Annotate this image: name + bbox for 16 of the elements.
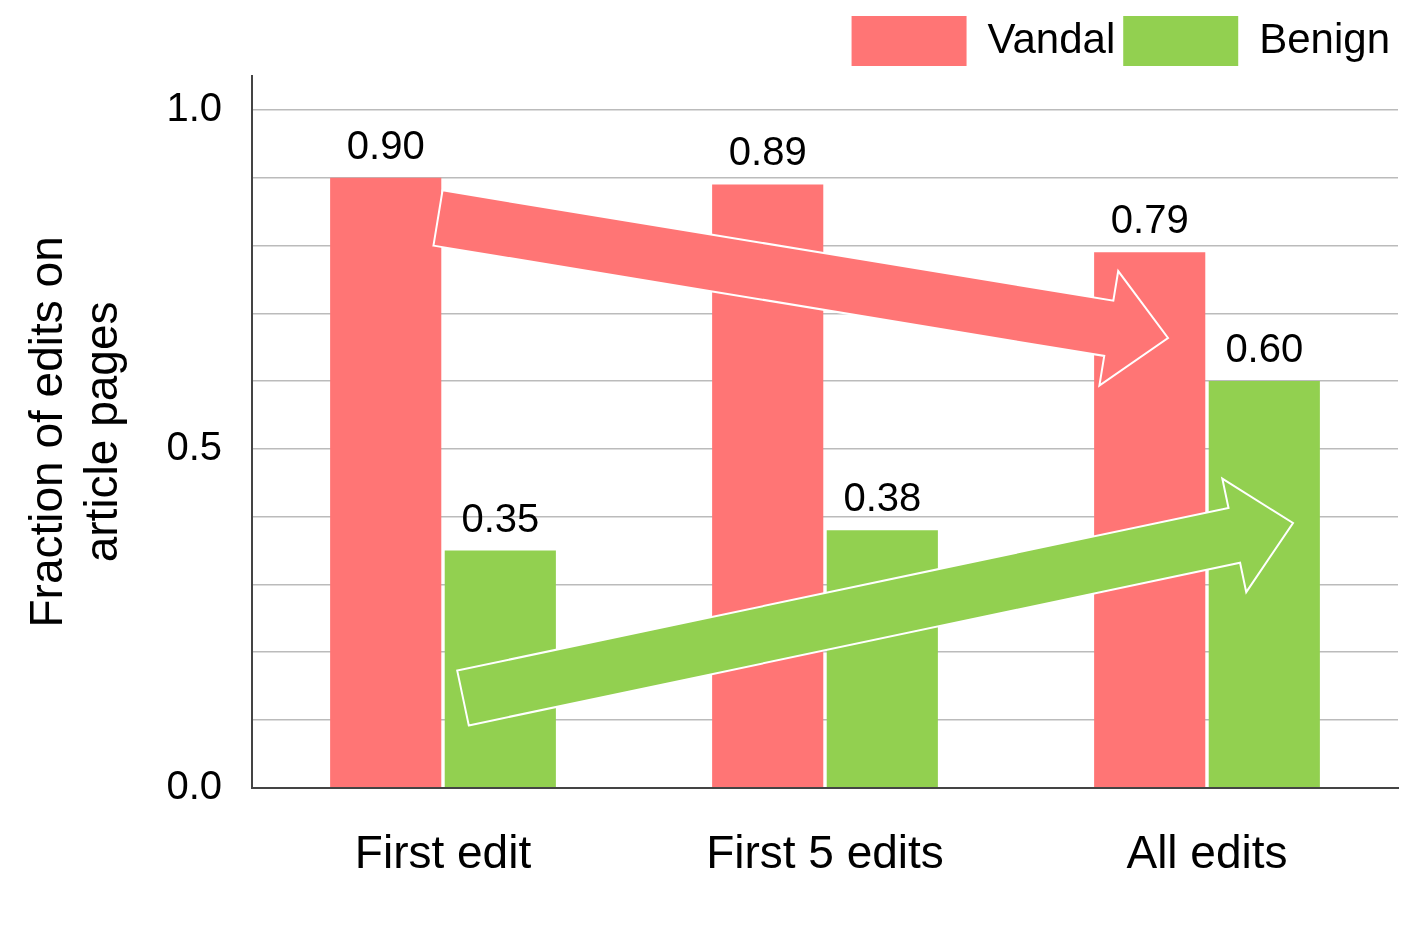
y-tick-label: 1.0 [166, 84, 223, 129]
data-label: 0.38 [843, 475, 922, 520]
data-label: 0.90 [346, 122, 425, 167]
data-label: 0.89 [728, 129, 807, 174]
y-tick-label: 0.5 [166, 423, 223, 468]
legend-label: Vandal [987, 14, 1116, 62]
y-axis-title: Fraction of edits on article pages [20, 236, 128, 628]
y-tick-label: 0.0 [166, 762, 223, 807]
x-tick-label: First 5 edits [706, 826, 944, 879]
data-label: 0.35 [461, 495, 540, 540]
x-tick-label: First edit [354, 826, 532, 879]
legend-label: Benign [1259, 14, 1390, 62]
bar [330, 177, 442, 788]
data-label: 0.79 [1110, 197, 1189, 242]
data-label: 0.60 [1225, 326, 1304, 371]
x-tick-label: All edits [1126, 826, 1288, 879]
